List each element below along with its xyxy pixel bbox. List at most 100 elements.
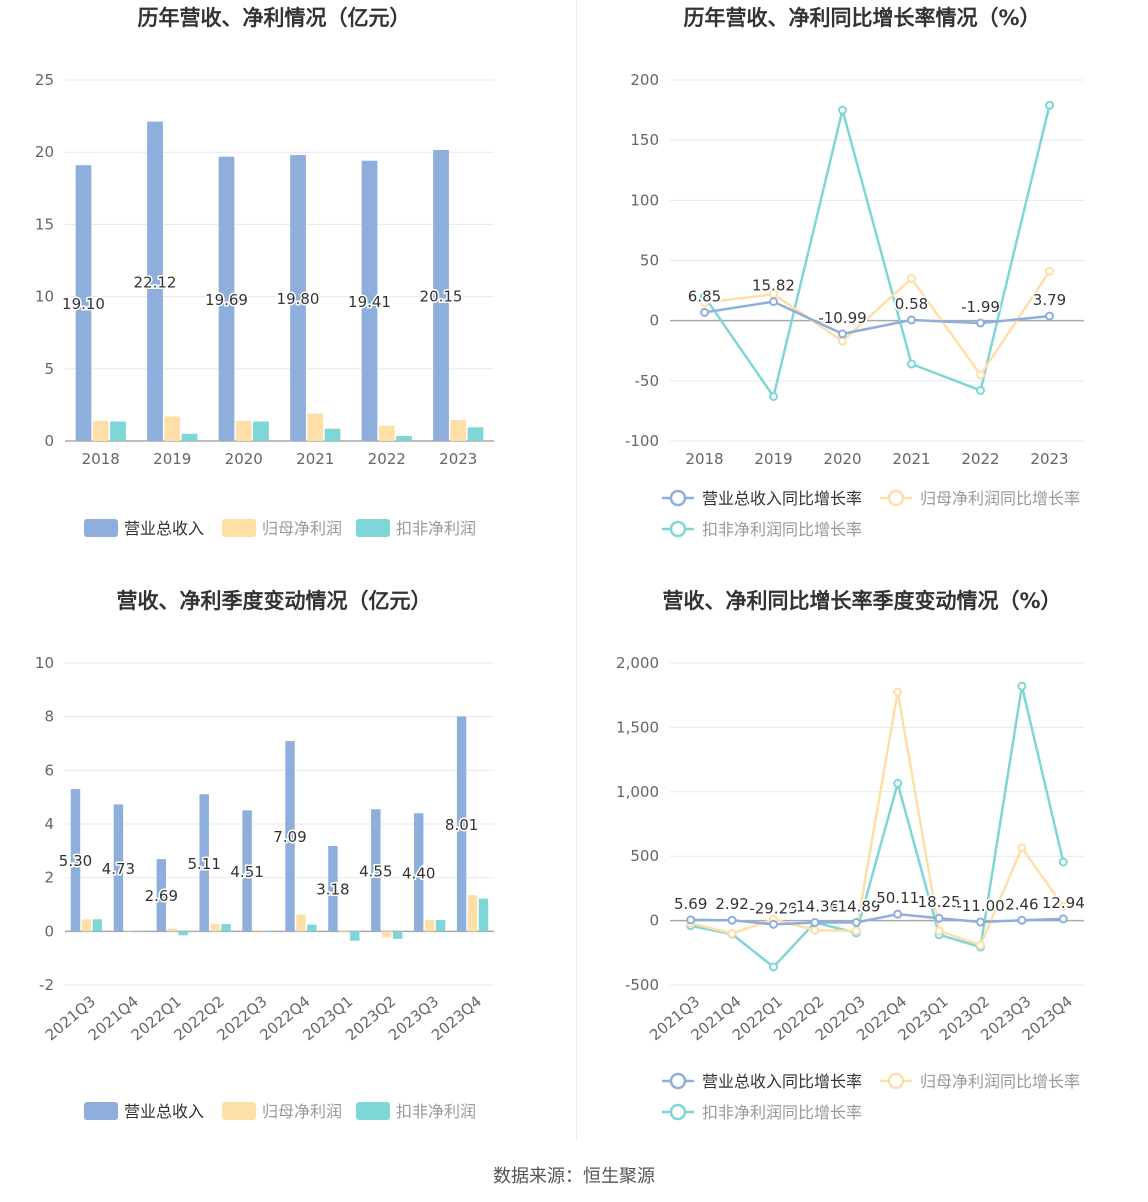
- annual-growth-rate-panel: 历年营收、净利同比增长率情况（%） -100 -50 0 50 100 150 200 2018…: [574, 0, 1148, 560]
- data-point: [934, 913, 944, 923]
- data-point: [976, 318, 985, 328]
- quarterly-growth-rate-panel: 营收、净利同比增长率季度变动情况（%） -500 0 500 1,000 1,500 2,0…: [574, 583, 1148, 1143]
- bar-revenue: [147, 121, 163, 442]
- data-point: [700, 298, 709, 308]
- data-source: 数据来源：恒生聚源: [493, 1166, 655, 1187]
- data-point: [976, 370, 985, 380]
- legend-item: 归母净利润: [222, 519, 342, 538]
- data-point: [769, 962, 778, 972]
- x-tick-label: 2023: [1030, 450, 1068, 468]
- y-tick-label: 10: [35, 288, 54, 306]
- bar-data-label: 19.41: [348, 293, 391, 311]
- legend-label: 归母净利润同比增长率: [920, 489, 1080, 508]
- bar-net-profit: [339, 931, 349, 933]
- data-point: [769, 919, 778, 929]
- legend-item: 营业总收入: [84, 1102, 204, 1121]
- bar-net-profit: [164, 416, 181, 441]
- bar-deducted-profit: [92, 919, 103, 932]
- x-tick-label: 2022: [368, 450, 406, 468]
- data-point: [907, 274, 916, 284]
- data-point: [976, 917, 985, 927]
- series-line-net-profit-growth: [704, 270, 1051, 378]
- x-tick-label: 2019: [754, 450, 792, 468]
- bar-deducted-profit: [221, 924, 231, 932]
- data-point: [893, 778, 903, 788]
- bar-data-label: 2.69: [145, 887, 178, 905]
- y-tick-label: 1,000: [616, 783, 659, 801]
- bar-deducted-profit: [467, 427, 484, 441]
- legend-marker: [669, 1072, 687, 1090]
- series-line-deducted-profit-growth: [703, 104, 1051, 400]
- legend-label: 营业总收入同比增长率: [702, 489, 862, 508]
- data-point: [976, 385, 985, 395]
- bar-deducted-profit: [110, 421, 126, 441]
- y-tick-label: 10: [35, 654, 54, 672]
- annual-growth-rate-chart: 历年营收、净利同比增长率情况（%） -100 -50 0 50 100 150 200 2018…: [625, 6, 1084, 539]
- bar-revenue: [456, 716, 467, 932]
- x-tick-label: 2021: [296, 450, 334, 468]
- bar-revenue: [328, 846, 338, 932]
- y-tick-label: 0: [649, 912, 659, 930]
- legend-label: 扣非净利润: [396, 1102, 476, 1121]
- line-data-label: 5.69: [674, 895, 707, 913]
- bar-net-profit: [235, 420, 252, 441]
- line-data-label: 2.46: [1005, 895, 1038, 913]
- series-line-deducted-profit-growth: [690, 685, 1065, 969]
- x-tick-label: 2020: [225, 450, 263, 468]
- y-tick-label: 100: [630, 191, 659, 209]
- data-point: [893, 687, 903, 697]
- data-point: [700, 307, 709, 317]
- y-tick-label: 0: [44, 922, 54, 940]
- bar-net-profit: [253, 929, 263, 932]
- data-point: [686, 915, 696, 925]
- line-data-label: -10.99: [818, 309, 866, 327]
- y-tick-label: 2,000: [616, 654, 659, 672]
- data-point: [1017, 915, 1027, 925]
- series-line-revenue-growth: [690, 912, 1064, 926]
- legend-swatch: [84, 1102, 118, 1120]
- data-point: [838, 105, 847, 115]
- legend-marker: [669, 489, 687, 507]
- bar-data-label: 3.18: [316, 881, 349, 899]
- legend-item: 扣非净利润: [356, 519, 476, 538]
- data-point: [769, 297, 778, 307]
- bar-revenue: [285, 741, 295, 932]
- data-point: [893, 909, 903, 919]
- data-point: [1045, 311, 1054, 321]
- legend-label: 扣非净利润: [396, 519, 476, 538]
- bar-data-label: 4.51: [230, 863, 263, 881]
- bar-deducted-profit: [307, 924, 317, 932]
- data-point: [727, 928, 737, 938]
- legend-item: 营业总收入同比增长率: [662, 1072, 862, 1091]
- bar-data-label: 5.30: [59, 852, 92, 870]
- y-tick-label: 0: [649, 312, 659, 330]
- data-point: [1058, 914, 1068, 924]
- y-tick-label: 8: [44, 708, 54, 726]
- legend-marker: [669, 520, 687, 538]
- bar-deducted-profit: [178, 931, 188, 936]
- bar-data-label: 4.73: [102, 860, 135, 878]
- y-tick-label: 0: [44, 432, 54, 450]
- y-tick-label: 1,500: [616, 718, 659, 736]
- y-tick-label: -100: [625, 432, 659, 450]
- bar-net-profit: [92, 420, 109, 441]
- legend-label: 营业总收入同比增长率: [702, 1072, 862, 1091]
- bar-revenue: [199, 794, 209, 932]
- legend-label: 归母净利润: [262, 519, 342, 538]
- bar-revenue: [242, 810, 252, 932]
- bar-deducted-profit: [135, 931, 146, 932]
- x-tick-label: 2023: [439, 450, 477, 468]
- bar-deducted-profit: [396, 435, 412, 441]
- line-data-label: 50.11: [876, 889, 919, 907]
- x-tick-label: 2022: [961, 450, 999, 468]
- y-tick-label: 6: [44, 761, 54, 779]
- line-data-label: 3.79: [1033, 291, 1066, 309]
- line-data-label: -14.89: [832, 898, 880, 916]
- x-tick-label: 2018: [685, 450, 723, 468]
- legend-label: 归母净利润: [262, 1102, 342, 1121]
- bar-deducted-profit: [181, 433, 198, 441]
- quarterly-revenue-profit-panel: 营收、净利季度变动情况（亿元） -2 0 2 4 6 8 10 2021Q3 2021Q4 2022…: [0, 583, 574, 1143]
- bar-data-label: 19.80: [277, 290, 320, 308]
- bar-revenue: [371, 809, 381, 932]
- data-point: [907, 359, 916, 369]
